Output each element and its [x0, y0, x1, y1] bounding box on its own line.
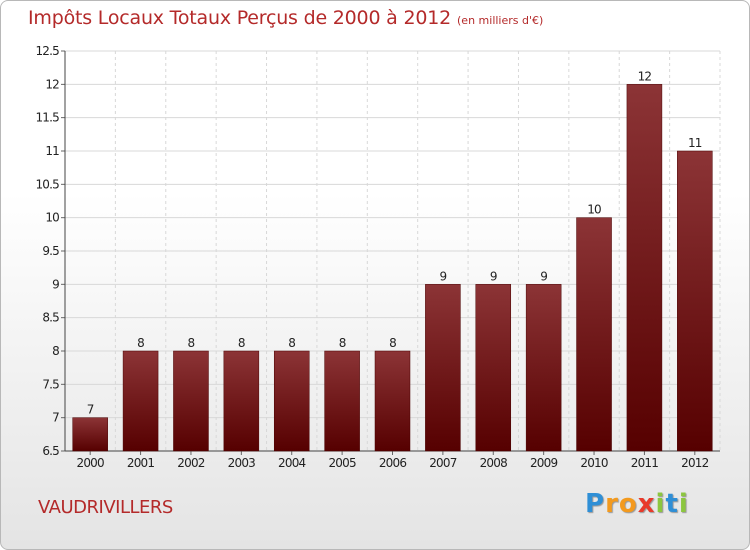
- data-label: 7: [87, 403, 94, 417]
- x-tick-label: 2008: [480, 456, 508, 470]
- logo-letter: i: [655, 489, 666, 519]
- axes: 6.5 7 7.5 8 8.5 9 9.5 10 10.5 11 11.5 12 12.5 2000 200…: [35, 44, 720, 470]
- bar-2010: [576, 217, 612, 452]
- logo-letter: t: [665, 489, 679, 519]
- bar-2000: [72, 417, 108, 452]
- y-tick-label: 7.5: [42, 377, 59, 391]
- chart-title-block: Impôts Locaux Totaux Perçus de 2000 à 20…: [28, 7, 543, 29]
- x-tick-label: 2004: [278, 456, 306, 470]
- x-tick-label: 2001: [127, 456, 155, 470]
- y-tick-label: 12.5: [35, 44, 59, 58]
- x-tick-label: 2000: [77, 456, 105, 470]
- y-tick-label: 8.5: [42, 311, 59, 325]
- x-tick-label: 2012: [681, 456, 709, 470]
- bar-2004: [273, 350, 310, 452]
- y-tick-label: 10: [45, 211, 59, 225]
- logo-letter: i: [678, 489, 689, 519]
- logo-letter: r: [605, 489, 619, 519]
- bars: [72, 84, 713, 452]
- data-label: 11: [688, 136, 702, 150]
- y-tick-label: 9: [52, 277, 59, 291]
- x-tick-label: 2002: [177, 456, 205, 470]
- data-label: 8: [137, 336, 144, 350]
- bar-2007: [425, 284, 461, 452]
- x-tick-label: 2007: [429, 456, 457, 470]
- x-tick-label: 2009: [530, 456, 558, 470]
- data-label: 9: [490, 269, 497, 283]
- x-tick-label: 2006: [379, 456, 407, 470]
- x-tick-label: 2003: [228, 456, 256, 470]
- y-tick-label: 9.5: [42, 244, 59, 258]
- bar-2009: [525, 284, 562, 452]
- data-label: 8: [339, 336, 346, 350]
- x-tick-label: 2010: [580, 456, 608, 470]
- bar-2003: [223, 350, 260, 452]
- bar-2005: [324, 350, 360, 452]
- y-tick-label: 8: [52, 344, 59, 358]
- bar-2001: [122, 350, 159, 452]
- chart-title: Impôts Locaux Totaux Perçus de 2000 à 20…: [28, 7, 452, 29]
- chart-unit: (en milliers d'€): [457, 14, 544, 27]
- data-label: 9: [439, 269, 446, 283]
- data-label: 8: [238, 336, 245, 350]
- bar-2002: [173, 350, 209, 452]
- logo-letter: o: [618, 489, 638, 519]
- bar-2011: [626, 84, 663, 452]
- data-label: 8: [288, 336, 295, 350]
- proxiti-logo: Proxiti: [585, 489, 689, 519]
- data-label: 10: [587, 203, 601, 217]
- logo-letter: P: [585, 489, 606, 519]
- data-labels: 7 8 8 8 8 8 8 9 9 9 10 12 11: [87, 69, 703, 417]
- y-tick-label: 11.5: [35, 111, 59, 125]
- y-tick-label: 10.5: [35, 177, 59, 191]
- bar-2006: [374, 350, 411, 452]
- data-label: 8: [389, 336, 396, 350]
- city-name: VAUDRIVILLERS: [38, 497, 173, 518]
- bar-2008: [475, 284, 512, 452]
- bar-2012: [677, 150, 713, 452]
- data-label: 8: [188, 336, 195, 350]
- y-tick-label: 12: [45, 77, 59, 91]
- y-tick-label: 11: [45, 144, 59, 158]
- x-tick-label: 2005: [328, 456, 356, 470]
- x-tick-label: 2011: [631, 456, 659, 470]
- data-label: 12: [638, 69, 652, 83]
- y-tick-label: 7: [52, 411, 59, 425]
- data-label: 9: [540, 269, 547, 283]
- y-tick-label: 6.5: [42, 444, 59, 458]
- logo-letter: x: [637, 489, 656, 519]
